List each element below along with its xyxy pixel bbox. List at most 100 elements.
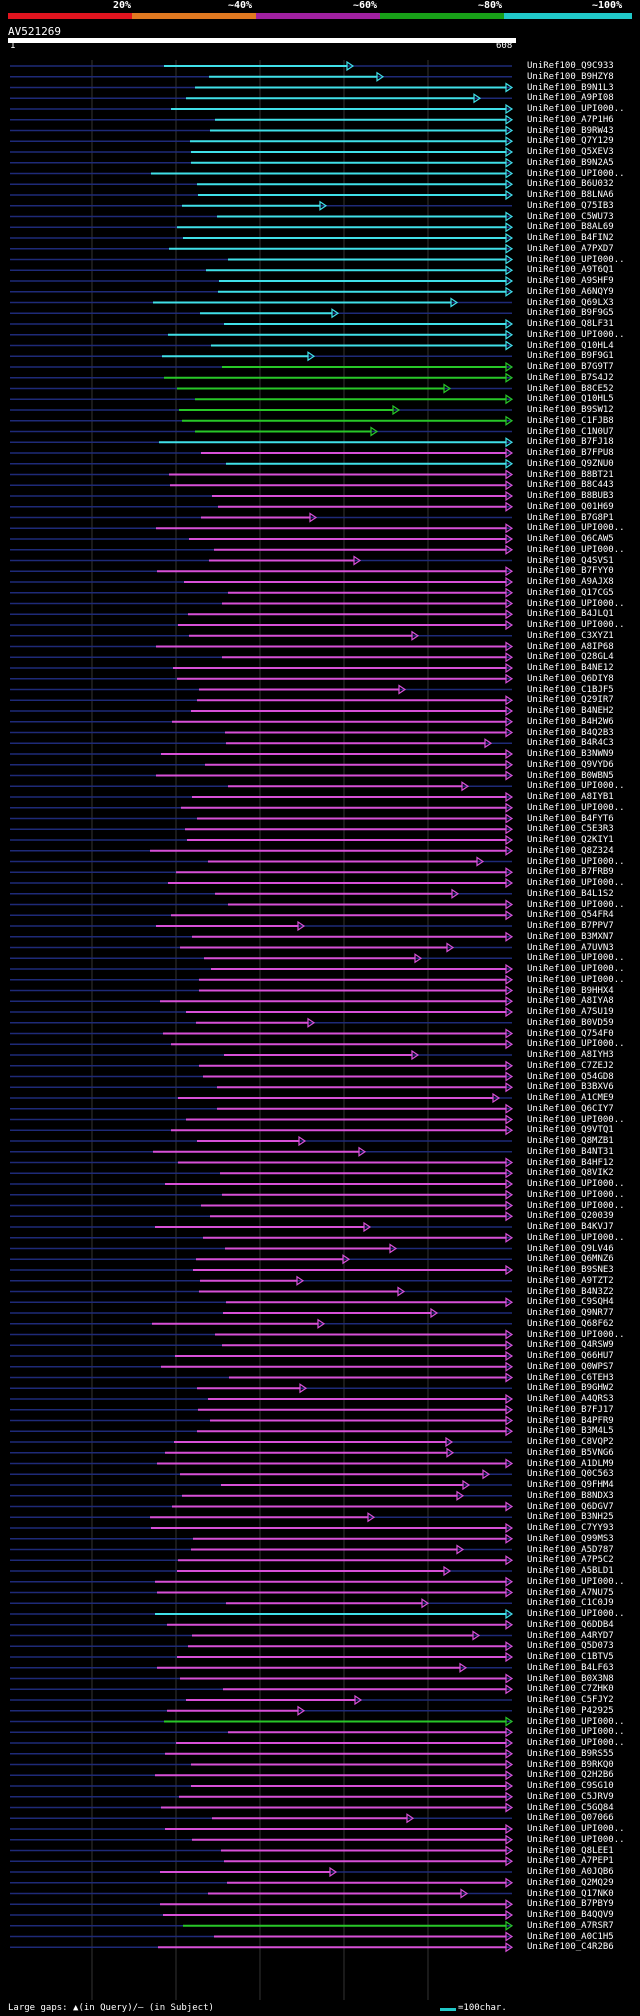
- hit-label[interactable]: UniRef100_C7ZHK0: [527, 1684, 614, 1695]
- hit-label[interactable]: UniRef100_UPI000..: [527, 781, 625, 792]
- hit-label[interactable]: UniRef100_Q4RSW9: [527, 1340, 614, 1351]
- hit-label[interactable]: UniRef100_UPI000..: [527, 329, 625, 340]
- hit-label[interactable]: UniRef100_B7FPU8: [527, 448, 614, 458]
- hit-label[interactable]: UniRef100_B9GHW2: [527, 1383, 614, 1394]
- hit-label[interactable]: UniRef100_B3NWN9: [527, 749, 614, 759]
- hit-label[interactable]: UniRef100_A7PEP1: [527, 1856, 614, 1867]
- hit-label[interactable]: UniRef100_A4RYD7: [527, 1630, 614, 1641]
- hit-label[interactable]: UniRef100_B4R4C3: [527, 738, 614, 749]
- hit-label[interactable]: UniRef100_B8AL69: [527, 222, 614, 233]
- hit-label[interactable]: UniRef100_Q10HL5: [527, 394, 614, 405]
- hit-label[interactable]: UniRef100_UPI000..: [527, 1609, 625, 1619]
- hit-label[interactable]: UniRef100_Q0WPS7: [527, 1361, 614, 1372]
- hit-label[interactable]: UniRef100_C5JRV9: [527, 1791, 614, 1802]
- hit-label[interactable]: UniRef100_UPI000..: [527, 878, 625, 888]
- hit-label[interactable]: UniRef100_Q4SVS1: [527, 555, 614, 566]
- hit-label[interactable]: UniRef100_B8CE52: [527, 383, 614, 394]
- hit-label[interactable]: UniRef100_B8C443: [527, 480, 614, 491]
- hit-label[interactable]: UniRef100_A9SHF9: [527, 276, 614, 286]
- hit-label[interactable]: UniRef100_Q9LV46: [527, 1243, 614, 1254]
- hit-label[interactable]: UniRef100_A9PI08: [527, 93, 614, 104]
- hit-label[interactable]: UniRef100_B4NE12: [527, 663, 614, 673]
- hit-label[interactable]: UniRef100_B4JLQ1: [527, 609, 614, 620]
- hit-label[interactable]: UniRef100_B9RKQ0: [527, 1759, 614, 1770]
- hit-label[interactable]: UniRef100_Q6CIY7: [527, 1103, 614, 1114]
- hit-label[interactable]: UniRef100_B7S4J2: [527, 372, 614, 383]
- hit-label[interactable]: UniRef100_Q54FR4: [527, 910, 614, 921]
- hit-label[interactable]: UniRef100_UPI000..: [527, 1576, 625, 1587]
- hit-label[interactable]: UniRef100_A0C1H5: [527, 1931, 614, 1942]
- hit-label[interactable]: UniRef100_B4Q2B3: [527, 727, 614, 738]
- hit-label[interactable]: UniRef100_UPI000..: [527, 598, 625, 609]
- hit-label[interactable]: UniRef100_Q17NK0: [527, 1888, 614, 1899]
- hit-label[interactable]: UniRef100_UPI000..: [527, 1039, 625, 1050]
- hit-label[interactable]: UniRef100_Q01H69: [527, 501, 614, 512]
- hit-label[interactable]: UniRef100_B5VNG6: [527, 1447, 614, 1458]
- hit-label[interactable]: UniRef100_UPI000..: [527, 254, 625, 265]
- hit-label[interactable]: UniRef100_UPI000..: [527, 1114, 625, 1125]
- hit-label[interactable]: UniRef100_Q10HL4: [527, 340, 614, 351]
- hit-label[interactable]: UniRef100_C4R2B6: [527, 1942, 614, 1953]
- hit-label[interactable]: UniRef100_A7SU19: [527, 1007, 614, 1017]
- hit-label[interactable]: UniRef100_UPI000..: [527, 856, 625, 867]
- hit-label[interactable]: UniRef100_A7RSR7: [527, 1920, 614, 1931]
- hit-label[interactable]: UniRef100_UPI000..: [527, 1834, 625, 1845]
- hit-label[interactable]: UniRef100_C7ZEJ2: [527, 1060, 614, 1071]
- hit-label[interactable]: UniRef100_Q6DDB4: [527, 1619, 614, 1630]
- hit-label[interactable]: UniRef100_Q6DIY8: [527, 673, 614, 684]
- hit-label[interactable]: UniRef100_Q07066: [527, 1813, 614, 1824]
- hit-label[interactable]: UniRef100_UPI000..: [527, 168, 625, 179]
- hit-label[interactable]: UniRef100_P42925: [527, 1705, 614, 1716]
- hit-label[interactable]: UniRef100_B9F9G1: [527, 351, 614, 362]
- hit-label[interactable]: UniRef100_Q17CG5: [527, 587, 614, 598]
- hit-label[interactable]: UniRef100_A8IP68: [527, 641, 614, 652]
- hit-label[interactable]: UniRef100_Q6MNZ6: [527, 1254, 614, 1265]
- hit-label[interactable]: UniRef100_Q9VYD6: [527, 759, 614, 770]
- hit-label[interactable]: UniRef100_A5D787: [527, 1544, 614, 1555]
- hit-label[interactable]: UniRef100_Q8VIK2: [527, 1168, 614, 1179]
- hit-label[interactable]: UniRef100_A8IYH3: [527, 1050, 614, 1060]
- hit-label[interactable]: UniRef100_C9SG10: [527, 1781, 614, 1791]
- hit-label[interactable]: UniRef100_B8BUB3: [527, 491, 614, 501]
- hit-label[interactable]: UniRef100_B4NEH2: [527, 706, 614, 716]
- hit-label[interactable]: UniRef100_B7G9T7: [527, 362, 614, 372]
- hit-label[interactable]: UniRef100_B7G8P1: [527, 512, 614, 523]
- hit-label[interactable]: UniRef100_B9F9G5: [527, 308, 614, 319]
- hit-label[interactable]: UniRef100_Q0C563: [527, 1469, 614, 1480]
- hit-label[interactable]: UniRef100_B4NT31: [527, 1146, 614, 1157]
- hit-label[interactable]: UniRef100_B0X3N8: [527, 1673, 614, 1684]
- hit-label[interactable]: UniRef100_C8VQP2: [527, 1437, 614, 1447]
- hit-label[interactable]: UniRef100_B7PPV7: [527, 921, 614, 931]
- hit-label[interactable]: UniRef100_B4PFR9: [527, 1415, 614, 1426]
- hit-label[interactable]: UniRef100_B6U032: [527, 179, 614, 190]
- hit-label[interactable]: UniRef100_Q9NR77: [527, 1308, 614, 1318]
- hit-label[interactable]: UniRef100_UPI000..: [527, 899, 625, 910]
- hit-label[interactable]: UniRef100_B9RS55: [527, 1748, 614, 1759]
- hit-label[interactable]: UniRef100_Q69LX3: [527, 297, 614, 308]
- hit-label[interactable]: UniRef100_C1BJF5: [527, 684, 614, 695]
- hit-label[interactable]: UniRef100_B4KVJ7: [527, 1222, 614, 1232]
- hit-label[interactable]: UniRef100_B4N3Z2: [527, 1286, 614, 1297]
- hit-label[interactable]: UniRef100_Q66HU7: [527, 1351, 614, 1361]
- hit-label[interactable]: UniRef100_C5WU73: [527, 211, 614, 222]
- hit-label[interactable]: UniRef100_Q99MS3: [527, 1533, 614, 1544]
- hit-label[interactable]: UniRef100_A8IYB1: [527, 792, 614, 802]
- hit-label[interactable]: UniRef100_A9AJX8: [527, 577, 614, 587]
- hit-label[interactable]: UniRef100_UPI000..: [527, 1232, 625, 1243]
- hit-label[interactable]: UniRef100_UPI000..: [527, 1189, 625, 1200]
- hit-label[interactable]: UniRef100_C5E3R3: [527, 824, 614, 835]
- hit-label[interactable]: UniRef100_B8BT21: [527, 469, 614, 480]
- hit-label[interactable]: UniRef100_A0JQB6: [527, 1867, 614, 1877]
- hit-label[interactable]: UniRef100_B9N1L3: [527, 82, 614, 93]
- hit-label[interactable]: UniRef100_Q2MQ29: [527, 1877, 614, 1888]
- hit-label[interactable]: UniRef100_Q54GD8: [527, 1071, 614, 1082]
- hit-label[interactable]: UniRef100_Q754F0: [527, 1028, 614, 1039]
- hit-label[interactable]: UniRef100_C1BTV5: [527, 1652, 614, 1662]
- hit-label[interactable]: UniRef100_A7P1H6: [527, 114, 614, 125]
- hit-label[interactable]: UniRef100_Q20039: [527, 1211, 614, 1222]
- hit-label[interactable]: UniRef100_B7FRB9: [527, 867, 614, 878]
- hit-label[interactable]: UniRef100_B3MXN7: [527, 931, 614, 942]
- hit-label[interactable]: UniRef100_UPI000..: [527, 1738, 625, 1748]
- hit-label[interactable]: UniRef100_Q5D073: [527, 1641, 614, 1652]
- hit-label[interactable]: UniRef100_UPI000..: [527, 544, 625, 555]
